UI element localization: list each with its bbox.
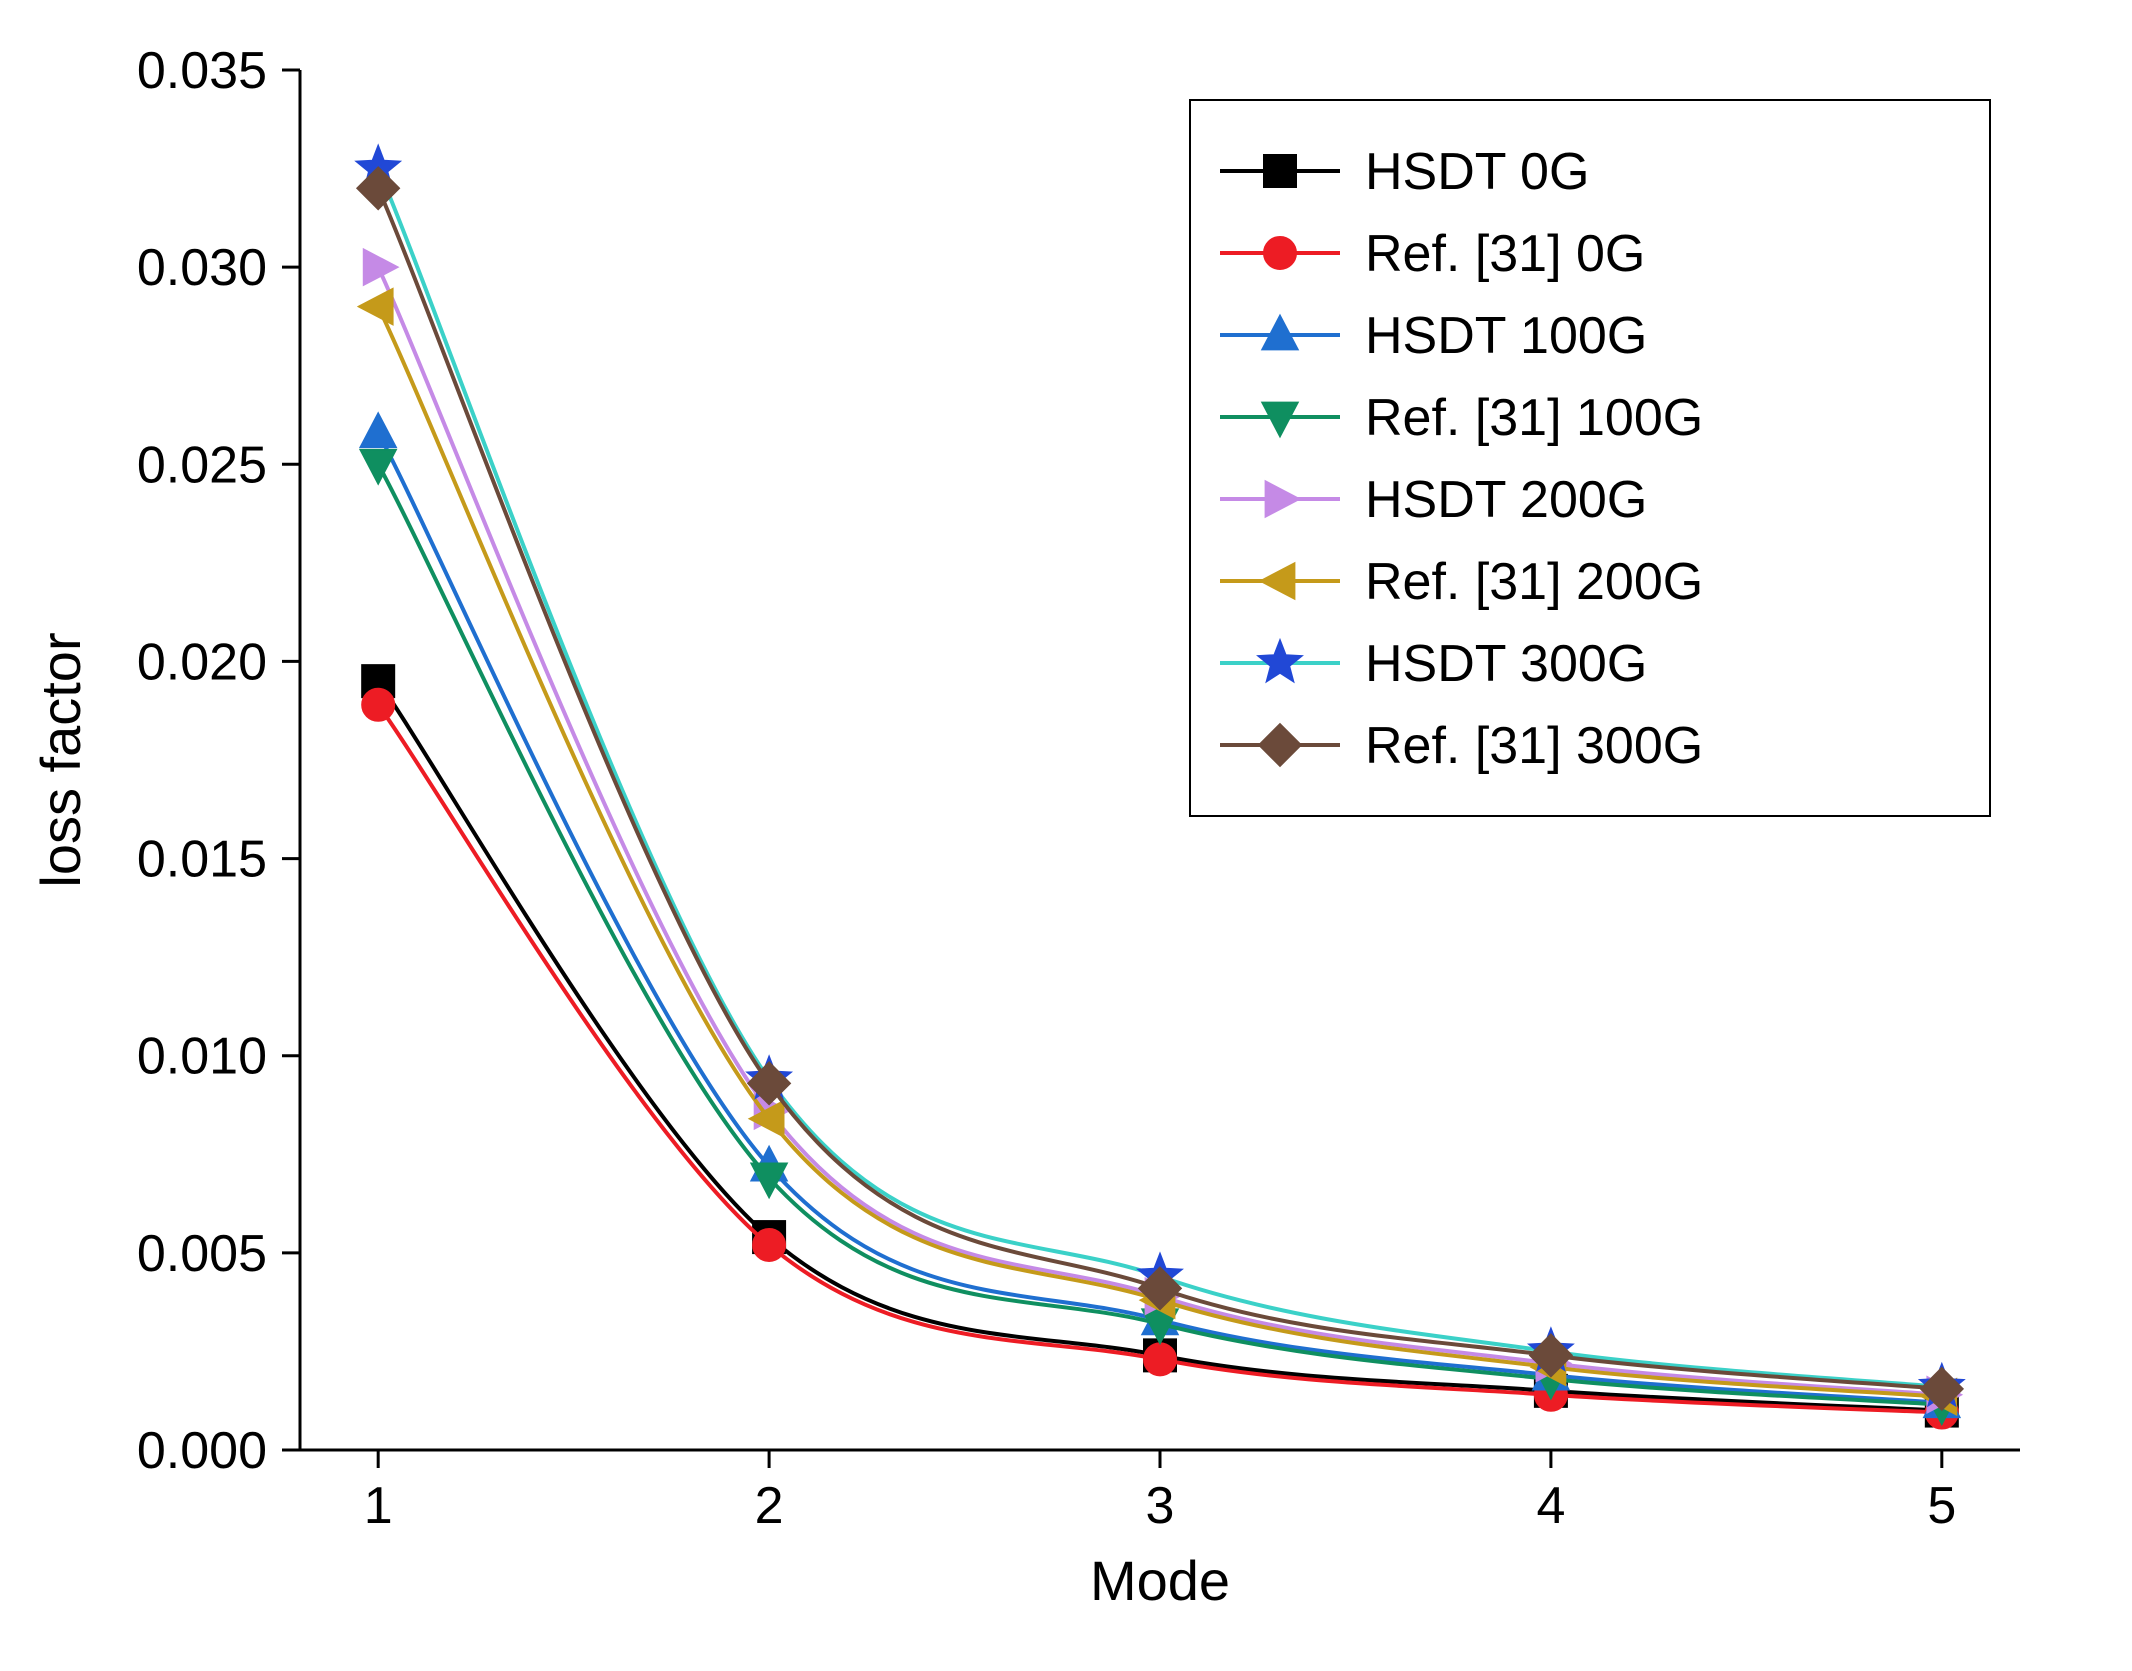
x-tick-label: 4 (1536, 1477, 1565, 1535)
y-tick-label: 0.020 (137, 633, 267, 691)
legend-item-label: Ref. [31] 0G (1365, 225, 1645, 283)
legend-item-label: Ref. [31] 300G (1365, 717, 1703, 775)
y-tick-label: 0.000 (137, 1422, 267, 1480)
legend-item-label: Ref. [31] 100G (1365, 389, 1703, 447)
legend: HSDT 0G Ref. [31] 0G HSDT 100G Ref. [31] 10… (1190, 100, 1990, 816)
legend-item-label: HSDT 100G (1365, 307, 1647, 365)
y-tick-label: 0.005 (137, 1225, 267, 1283)
y-tick-label: 0.035 (137, 42, 267, 100)
chart-container: 1 2 3 4 5 Mode 0.000 0.005 0.010 0.015 0.020 0.025 0… (0, 0, 2132, 1671)
x-tick-label: 5 (1927, 1477, 1956, 1535)
marker (361, 414, 396, 448)
marker (362, 689, 394, 721)
marker (359, 289, 393, 324)
x-tick-label: 2 (755, 1477, 784, 1535)
y-tick-label: 0.030 (137, 239, 267, 297)
legend-box (1190, 100, 1990, 816)
marker (1264, 237, 1296, 269)
x-axis-label: Mode (1090, 1549, 1230, 1612)
x-tick-label: 1 (364, 1477, 393, 1535)
legend-item-label: HSDT 200G (1365, 471, 1647, 529)
y-tick-label: 0.015 (137, 831, 267, 889)
legend-item-label: HSDT 300G (1365, 635, 1647, 693)
marker (361, 450, 396, 484)
y-tick-label: 0.010 (137, 1028, 267, 1086)
marker (364, 250, 398, 285)
y-tick-label: 0.025 (137, 436, 267, 494)
marker (1144, 1343, 1176, 1375)
loss-factor-chart: 1 2 3 4 5 Mode 0.000 0.005 0.010 0.015 0.020 0.025 0… (0, 0, 2132, 1671)
x-tick-label: 3 (1146, 1477, 1175, 1535)
legend-item-label: HSDT 0G (1365, 143, 1589, 201)
marker (753, 1229, 785, 1261)
legend-item-label: Ref. [31] 200G (1365, 553, 1703, 611)
y-axis-label: loss factor (29, 632, 92, 887)
marker (1264, 155, 1296, 187)
